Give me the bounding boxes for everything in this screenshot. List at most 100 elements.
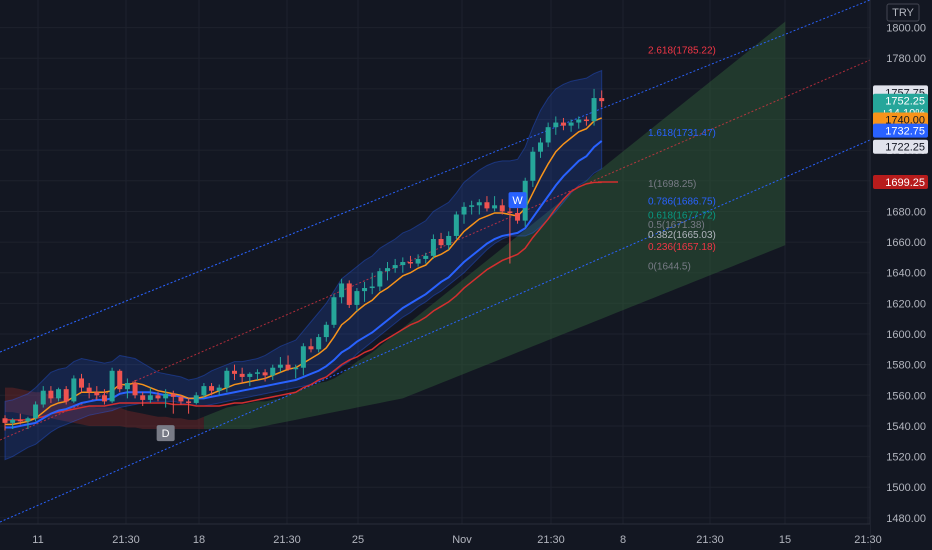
candle-body[interactable] [354, 291, 360, 305]
candle-body[interactable] [560, 122, 566, 126]
candle-body[interactable] [346, 283, 352, 305]
candle-body[interactable] [132, 383, 138, 396]
candle-body[interactable] [247, 373, 253, 377]
candle-body[interactable] [385, 268, 390, 272]
candle-body[interactable] [170, 393, 176, 397]
candle-body[interactable] [469, 205, 475, 207]
candle-body[interactable] [201, 386, 207, 396]
candle-body[interactable] [453, 214, 459, 236]
candle-body[interactable] [109, 370, 115, 402]
candle-body[interactable] [415, 258, 421, 264]
price-tick-label: 1560.00 [886, 390, 926, 402]
candle-body[interactable] [400, 262, 406, 266]
candle-body[interactable] [25, 418, 31, 422]
candle-body[interactable] [186, 401, 192, 403]
candle-body[interactable] [407, 262, 413, 264]
price-tick-label: 1800.00 [886, 23, 926, 35]
candle-body[interactable] [430, 239, 436, 256]
candle-body[interactable] [461, 206, 467, 215]
time-axis-background[interactable] [0, 524, 870, 550]
candle-body[interactable] [553, 122, 559, 128]
candle-body[interactable] [492, 205, 498, 209]
candle-body[interactable] [232, 370, 237, 374]
candle-body[interactable] [545, 127, 551, 143]
price-tick-label: 1780.00 [886, 53, 926, 65]
candle-body[interactable] [438, 239, 444, 246]
candle-body[interactable] [101, 395, 107, 402]
candle-body[interactable] [591, 98, 597, 122]
candle-body[interactable] [499, 205, 505, 212]
candle-body[interactable] [79, 378, 84, 388]
candle-body[interactable] [331, 297, 337, 325]
candle-body[interactable] [117, 370, 123, 390]
candle-body[interactable] [262, 372, 268, 376]
candle-body[interactable] [323, 324, 329, 338]
candle-body[interactable] [300, 346, 306, 368]
candle-body[interactable] [239, 373, 245, 377]
price-tag-label: 1699.25 [885, 177, 925, 189]
candle-body[interactable] [10, 419, 16, 423]
candle-body[interactable] [270, 367, 276, 376]
candle-body[interactable] [530, 151, 536, 181]
markers: DW [156, 192, 527, 442]
marker-box [156, 425, 175, 442]
candle-body[interactable] [538, 142, 543, 152]
price-tag [873, 139, 928, 154]
candle-body[interactable] [576, 119, 582, 123]
fib-level-label: 0.236(1657.18) [648, 242, 716, 253]
candle-body[interactable] [33, 404, 39, 419]
candle-body[interactable] [507, 211, 513, 213]
candle-body[interactable] [216, 387, 222, 391]
candle-body[interactable] [178, 396, 184, 402]
candle-body[interactable] [369, 286, 375, 289]
time-axis[interactable]: 11 21:30 18 21:30 25 Nov 21:30 8 21:30 15 21:30 [32, 534, 881, 546]
fib-level-label: 1(1698.25) [648, 179, 696, 190]
candle-body[interactable] [583, 119, 589, 122]
candle-body[interactable] [48, 390, 54, 399]
time-tick-label: 15 [779, 534, 791, 546]
candle-body[interactable] [476, 202, 482, 206]
time-tick-label: 21:30 [273, 534, 301, 546]
candle-body[interactable] [362, 288, 368, 292]
candle-body[interactable] [40, 390, 46, 405]
currency-badge[interactable]: TRY [886, 3, 920, 22]
candle-body[interactable] [293, 367, 299, 370]
fib-level-label: 0.382(1665.03) [648, 230, 716, 241]
candle-body[interactable] [94, 392, 100, 396]
candle-body[interactable] [316, 337, 322, 350]
candle-body[interactable] [63, 389, 69, 402]
candle-body[interactable] [277, 364, 283, 368]
candles[interactable] [2, 88, 605, 431]
candle-body[interactable] [140, 395, 146, 400]
candle-body[interactable] [224, 370, 230, 388]
candle-body[interactable] [209, 386, 215, 391]
candle-body[interactable] [71, 378, 77, 402]
candle-body[interactable] [56, 389, 62, 399]
candle-body[interactable] [86, 387, 92, 393]
fib-level-label: 2.618(1785.22) [648, 46, 716, 57]
candle-body[interactable] [339, 283, 345, 298]
candle-body[interactable] [193, 395, 199, 403]
candle-body[interactable] [147, 395, 153, 400]
candle-body[interactable] [377, 271, 383, 287]
candle-body[interactable] [484, 202, 490, 209]
candle-body[interactable] [285, 364, 291, 370]
candle-body[interactable] [254, 372, 260, 374]
candle-body[interactable] [599, 98, 605, 102]
candle-body[interactable] [392, 265, 398, 269]
candle-body[interactable] [446, 235, 452, 246]
time-tick-label: 21:30 [112, 534, 140, 546]
candle-body[interactable] [17, 419, 23, 422]
price-tag-label: 1722.25 [885, 142, 925, 154]
cloud-bearish [5, 387, 204, 430]
candle-body[interactable] [568, 122, 574, 126]
candle-body[interactable] [124, 383, 130, 390]
candle-body[interactable] [155, 395, 161, 399]
price-tick-label: 1580.00 [886, 360, 926, 372]
candle-body[interactable] [2, 418, 8, 423]
candle-body[interactable] [423, 255, 429, 259]
candle-body[interactable] [308, 346, 314, 350]
candle-body[interactable] [163, 393, 169, 399]
candle-body[interactable] [515, 212, 521, 221]
